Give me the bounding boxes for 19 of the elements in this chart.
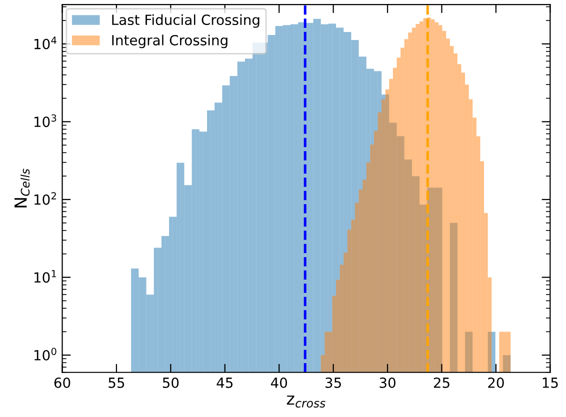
y-tick-label: 10$^{4}$ <box>34 36 56 50</box>
x-tick-label: 60 <box>54 377 70 388</box>
x-tick-label: 25 <box>434 377 450 388</box>
y-tick-label: 10$^{1}$ <box>34 270 56 283</box>
legend-label: Last Fiducial Crossing <box>112 14 260 28</box>
x-tick-label: 30 <box>380 377 396 388</box>
y-axis-title: N$_{Cells}$ <box>14 168 30 208</box>
y-tick-label: 10$^{3}$ <box>34 114 56 128</box>
x-tick-label: 55 <box>108 378 124 388</box>
x-tick-label: 45 <box>216 378 233 388</box>
x-tick-label: 15 <box>542 378 558 388</box>
legend-label: Integral Crossing <box>112 34 228 48</box>
y-tick-label: 10$^{0}$ <box>34 348 56 360</box>
y-tick-label: 10$^{2}$ <box>34 192 56 205</box>
x-tick-label: 50 <box>162 377 179 388</box>
x-tick-label: 20 <box>488 377 504 388</box>
x-tick-label: 35 <box>326 377 341 388</box>
x-axis-title: z$_{cross}$ <box>286 396 326 408</box>
x-tick-label: 40 <box>270 377 288 388</box>
